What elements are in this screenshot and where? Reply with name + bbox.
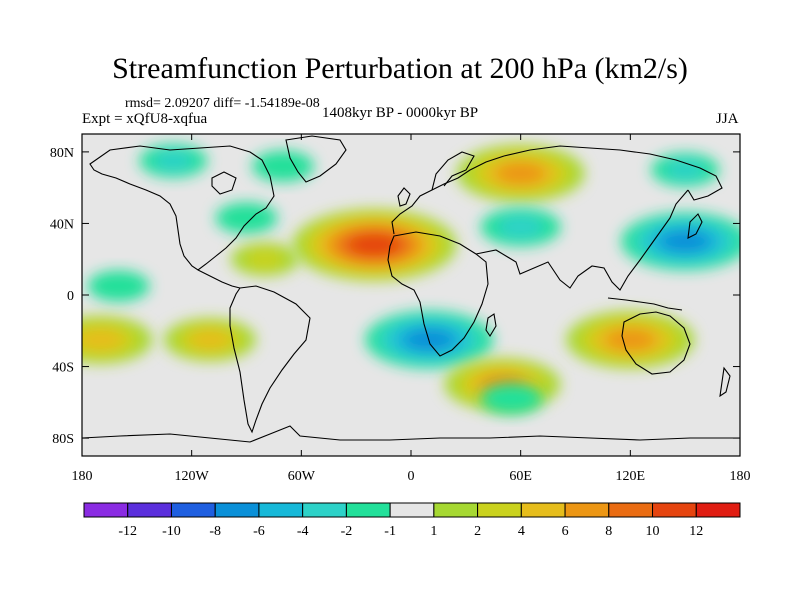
contour-level <box>215 202 278 234</box>
coast-antarctica <box>82 425 740 443</box>
colorbar-swatch <box>170 502 216 518</box>
coast-new-zealand <box>719 366 731 398</box>
coast-british-isles <box>397 187 411 207</box>
coast-scandinavia <box>431 151 475 191</box>
y-tick-label: 0 <box>67 289 74 304</box>
x-axis-ticks: 180 120W 60W 0 60E 120E 180 <box>72 134 751 484</box>
experiment-label: Expt = xQfU8-xqfua <box>82 111 208 127</box>
anomaly-blob <box>292 208 457 281</box>
colorbar-label: -6 <box>253 524 265 539</box>
colorbar-swatch <box>127 502 172 518</box>
contour-level <box>605 328 655 351</box>
coast-central-america <box>197 269 241 289</box>
colorbar-label: 12 <box>689 524 703 539</box>
contour-level <box>189 329 231 350</box>
rmsd-diff-stats: rmsd= 2.09207 diff= -1.54189e-08 <box>125 96 320 111</box>
coast-indonesia <box>607 297 683 311</box>
anomaly-blob <box>215 202 278 234</box>
contour-level <box>497 215 545 239</box>
coast-japan <box>687 213 703 239</box>
colorbar-swatch <box>520 502 566 518</box>
colorbar-swatch <box>608 502 654 518</box>
colorbar-label: 2 <box>474 524 481 539</box>
contour-level <box>82 328 124 351</box>
coast-north-asia <box>503 145 723 201</box>
x-tick-label: 120W <box>175 469 210 484</box>
map-background <box>82 134 740 456</box>
colorbar: -12 -10 -8 -6 -4 -2 -1 1 2 4 6 8 10 12 <box>83 502 741 539</box>
colorbar-swatch <box>345 502 391 518</box>
coastlines <box>82 135 740 443</box>
x-tick-label: 60W <box>288 469 316 484</box>
contour-level <box>496 162 546 185</box>
contour-level <box>244 249 285 270</box>
colorbar-label: 4 <box>518 524 525 539</box>
anomaly-blob <box>139 144 208 178</box>
colorbar-label: -1 <box>384 524 396 539</box>
contour-level <box>153 150 194 171</box>
colorbar-swatch <box>83 502 129 518</box>
contour-level <box>252 150 315 182</box>
colorbar-swatch <box>433 502 479 518</box>
colorbar-label: 10 <box>646 524 660 539</box>
colorbar-label: 8 <box>605 524 612 539</box>
coast-south-america <box>229 285 311 434</box>
y-tick-label: 40S <box>52 361 74 376</box>
anomaly-blob <box>82 315 153 364</box>
coast-north-america <box>89 145 275 271</box>
anomaly-blob <box>651 152 720 187</box>
anomaly-blob <box>566 310 695 369</box>
colorbar-label: -4 <box>297 524 309 539</box>
colorbar-label: -8 <box>209 524 221 539</box>
anomaly-blob <box>163 318 256 362</box>
period-label: 1408kyr BP - 0000kyr BP <box>322 105 479 121</box>
x-tick-label: 60E <box>509 469 532 484</box>
x-tick-label: 180 <box>72 469 93 484</box>
x-tick-label: 180 <box>730 469 751 484</box>
colorbar-label: 6 <box>562 524 569 539</box>
season-label: JJA <box>716 111 739 127</box>
anomaly-field <box>82 144 740 415</box>
contour-level <box>480 383 543 415</box>
anomaly-blob <box>480 383 543 415</box>
anomaly-blob <box>252 150 315 182</box>
coast-madagascar <box>485 313 497 338</box>
anomaly-blob <box>87 270 150 302</box>
colorbar-label: 1 <box>430 524 437 539</box>
anomaly-blob <box>456 144 585 203</box>
colorbar-label: -2 <box>341 524 353 539</box>
chart-title: Streamfunction Perturbation at 200 hPa (… <box>112 52 688 85</box>
coast-south-asia <box>475 189 689 291</box>
anomaly-blob <box>621 212 740 271</box>
colorbar-swatch <box>214 502 260 518</box>
y-tick-label: 80N <box>50 146 74 161</box>
contour-level <box>660 230 710 253</box>
contour-level <box>665 159 706 180</box>
colorbar-swatch <box>477 502 522 518</box>
coast-africa <box>387 231 489 357</box>
colorbar-swatch <box>652 502 697 518</box>
anomaly-blob <box>230 242 299 277</box>
y-axis-ticks: 80N 40N 0 40S 80S <box>50 146 740 447</box>
coast-australia <box>621 311 691 375</box>
x-tick-label: 0 <box>408 469 415 484</box>
y-tick-label: 80S <box>52 432 74 447</box>
coast-hudson-bay <box>211 171 237 195</box>
colorbar-swatch <box>258 502 304 518</box>
contour-level <box>87 270 150 302</box>
contour-level <box>348 233 401 257</box>
anomaly-blob <box>480 207 561 247</box>
y-tick-label: 40N <box>50 217 74 232</box>
colorbar-swatch <box>564 502 610 518</box>
colorbar-label: -12 <box>118 524 137 539</box>
x-tick-label: 120E <box>616 469 646 484</box>
colorbar-swatch <box>302 502 347 518</box>
colorbar-swatch <box>389 502 435 518</box>
coast-greenland <box>285 135 347 183</box>
colorbar-label: -10 <box>162 524 181 539</box>
colorbar-swatch <box>695 502 741 518</box>
